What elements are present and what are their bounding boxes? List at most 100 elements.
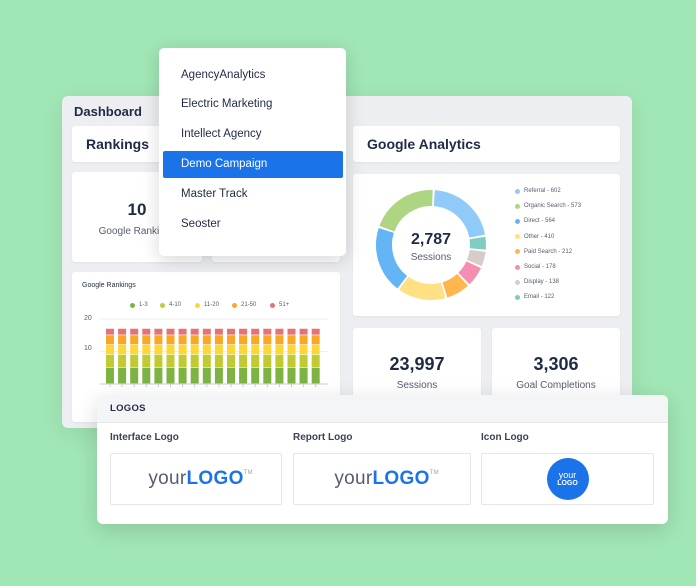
donut-slice [399, 276, 446, 300]
icon-logo-upload[interactable]: your LOGO [481, 453, 654, 505]
bar-segment [251, 367, 260, 384]
ga-legend-item: Email - 122 [515, 294, 554, 300]
menu-item-agencyanalytics[interactable]: AgencyAnalytics [181, 68, 266, 81]
bar-segment [311, 328, 320, 335]
bar-segment [166, 345, 175, 355]
legend-dot [515, 264, 520, 270]
ga-legend-item: Social - 178 [515, 264, 556, 270]
dashboard-panel: Dashboard Rankings 10 Google Rankings Go… [62, 96, 632, 428]
legend-11-20: 11-20 [195, 302, 219, 308]
donut-slice [469, 236, 486, 250]
bar-segment [130, 335, 139, 345]
bar-segment [166, 328, 175, 335]
bar-segment [227, 354, 235, 368]
bar-segment [178, 345, 187, 355]
bar-segment [166, 335, 175, 345]
bar-segment [118, 335, 127, 345]
menu-item-electric-marketing[interactable]: Electric Marketing [181, 98, 273, 111]
ga-legend-item: Organic Search - 573 [515, 203, 581, 209]
ga-legend-label: Display - 138 [524, 279, 560, 286]
bar-segment [178, 335, 187, 345]
bar-segment [214, 345, 223, 355]
bar-segment [142, 335, 151, 345]
bar-segment [299, 328, 308, 335]
bar-segment [263, 335, 272, 345]
ga-legend-label: Social - 178 [524, 264, 556, 270]
legend-dot [515, 188, 520, 194]
bar-segment [287, 367, 296, 384]
donut-slice [433, 190, 486, 239]
bar-segment [166, 354, 175, 368]
trademark: TM [243, 470, 253, 476]
interface-logo-wordmark: yourLOGO TM [148, 468, 252, 490]
bar-segment [214, 367, 223, 384]
donut-center-label: Sessions [410, 252, 452, 263]
ga-legend-item: Direct - 564 [515, 218, 555, 224]
logos-panel: LOGOS Interface Logo yourLOGO TM Report L… [97, 395, 668, 524]
interface-logo-upload[interactable]: yourLOGO TM [110, 453, 282, 505]
bar-segment [202, 345, 211, 355]
report-logo-upload[interactable]: yourLOGO TM [293, 453, 471, 505]
bar-segment [130, 367, 139, 384]
legend-label: 1-3 [139, 302, 148, 308]
sessions-donut-chart [376, 190, 486, 300]
bar-segment [106, 335, 114, 345]
ga-legend-item: Referral - 602 [515, 188, 561, 194]
ga-legend-label: Email - 122 [524, 294, 555, 301]
donut-slice [379, 190, 433, 232]
bar-segment [118, 328, 127, 335]
ga-legend-item: Paid Search - 212 [515, 249, 572, 255]
icon-logo-label: Icon Logo [481, 432, 529, 443]
menu-item-intellect-agency[interactable]: Intellect Agency [181, 127, 262, 140]
bar-segment [190, 335, 199, 345]
goal-completions-label: Goal Completions [516, 380, 596, 391]
bar-segment [106, 328, 114, 335]
legend-label: 21-50 [241, 302, 257, 308]
bar-segment [130, 328, 139, 335]
bar-segment [263, 367, 272, 384]
bar-segment [311, 345, 320, 355]
donut-slice [458, 261, 481, 285]
bar-segment [190, 354, 199, 368]
legend-1-3: 1-3 [130, 302, 148, 308]
bar-segment [214, 335, 223, 345]
bar-segment [239, 345, 248, 355]
bar-segment [239, 367, 248, 384]
legend-21-50: 21-50 [232, 302, 256, 308]
rankings-bar-chart [100, 318, 328, 387]
bar-segment [263, 345, 272, 355]
bar-segment [106, 354, 114, 368]
menu-item-seoster[interactable]: Seoster [181, 217, 221, 230]
donut-slice [376, 227, 408, 289]
menu-item-master-track[interactable]: Master Track [181, 188, 248, 201]
bar-segment [287, 354, 296, 368]
bar-segment [130, 345, 139, 355]
wordmark-prefix: your [334, 468, 373, 489]
bar-segment [130, 354, 139, 368]
legend-dot [515, 294, 520, 300]
bar-segment [311, 367, 320, 384]
bar-segment [154, 345, 163, 355]
trademark: TM [429, 470, 439, 476]
legend-dot [515, 218, 520, 224]
menu-item-demo-campaign[interactable]: Demo Campaign [163, 150, 343, 178]
ga-legend-label: Organic Search - 573 [524, 203, 582, 210]
bar-segment [106, 367, 114, 384]
bar-segment [118, 345, 127, 355]
bar-segment [275, 345, 284, 355]
report-logo-wordmark: yourLOGO TM [334, 468, 438, 490]
icon-logo-line2: LOGO [557, 480, 578, 488]
bar-segment [311, 335, 320, 345]
bar-segment [154, 354, 163, 368]
legend-dot [130, 302, 135, 308]
bar-segment [287, 328, 296, 335]
bar-segment [299, 335, 308, 345]
bar-segment [166, 367, 175, 384]
donut-center-value: 2,787 [410, 231, 452, 248]
ga-legend-label: Direct - 564 [524, 218, 556, 225]
report-logo-label: Report Logo [293, 432, 353, 443]
bar-segment [190, 328, 199, 335]
bar-segment [263, 328, 272, 335]
bar-segment [178, 328, 187, 335]
y-tick-20: 20 [84, 315, 92, 322]
